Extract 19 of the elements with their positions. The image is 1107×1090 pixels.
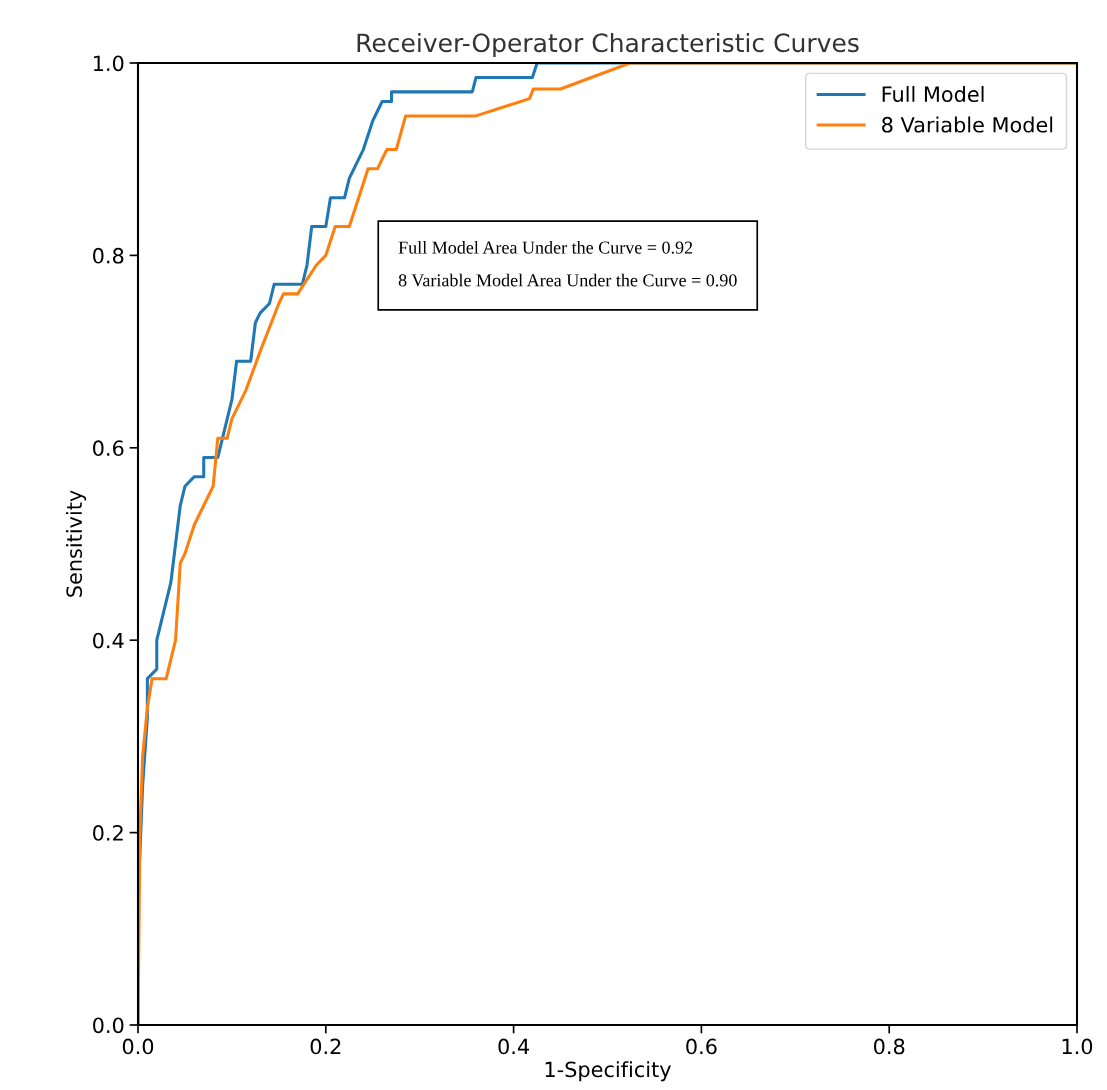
- x-tick-label: 0.8: [874, 1038, 905, 1055]
- x-tick-label: 0.6: [686, 1038, 717, 1055]
- y-tick-label: 0.8: [93, 247, 124, 264]
- x-tick-label: 0.4: [498, 1038, 529, 1055]
- y-tick-label: 0.2: [93, 825, 123, 841]
- x-tick-label: 0.0: [122, 1038, 154, 1055]
- y-tick-label: 0.4: [93, 632, 124, 649]
- y-tick-label: 0.6: [93, 440, 124, 457]
- y-tick-label: 1.0: [93, 55, 124, 72]
- x-tick-label: 1.0: [1062, 1038, 1093, 1055]
- legend-label: 8 Variable Model: [882, 116, 1053, 133]
- x-axis-title: 1-Specificity: [545, 1061, 671, 1082]
- chart-title: Receiver-Operator Characteristic Curves: [357, 32, 859, 58]
- annotation: 8 Variable Model Area Under the Curve = 0.90: [398, 273, 737, 287]
- annotation: Full Model Area Under the Curve = 0.92: [398, 240, 693, 254]
- y-tick-label: 0.0: [93, 1017, 124, 1034]
- y-axis-title: Sensitivity: [65, 490, 87, 597]
- legend-label: Full Model: [882, 85, 984, 103]
- x-tick-label: 0.2: [310, 1038, 341, 1055]
